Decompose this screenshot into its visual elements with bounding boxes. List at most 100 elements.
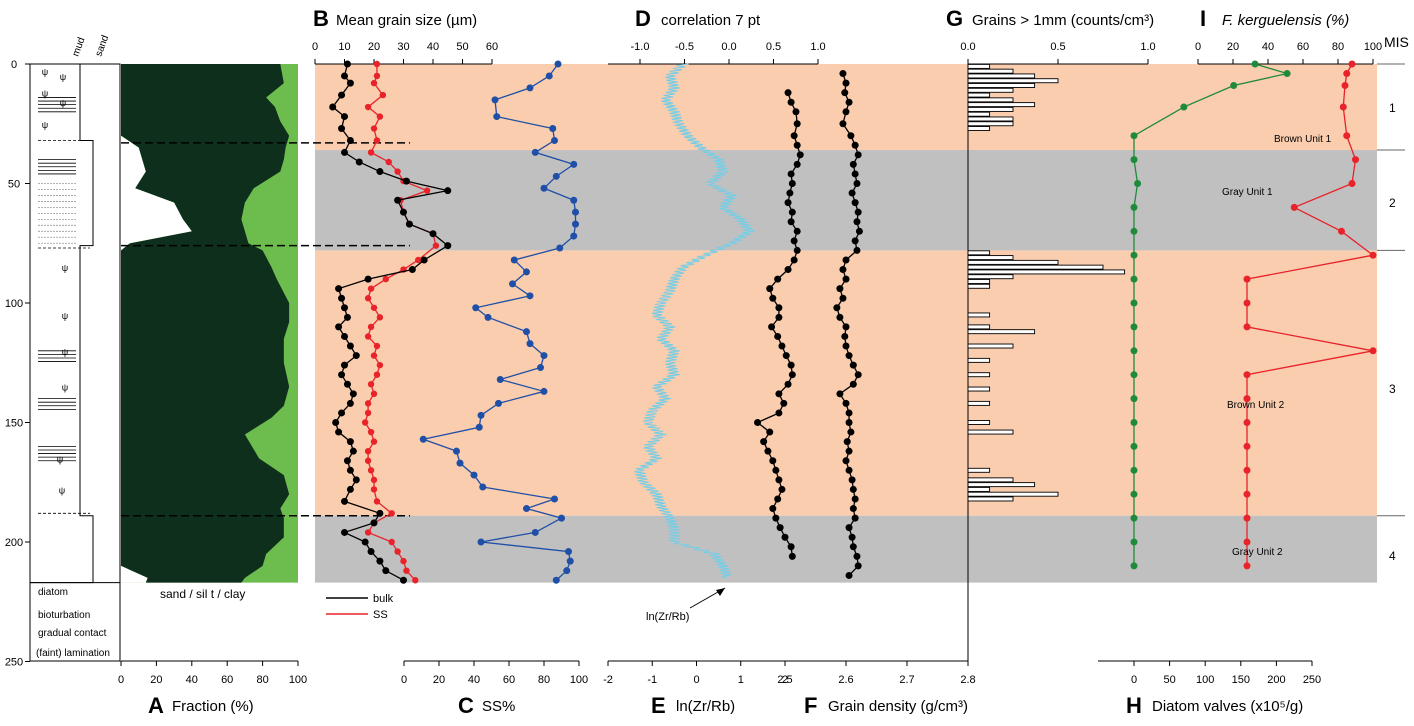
grain-density-core2-point [839, 70, 847, 78]
panel-a-tick-label: 100 [289, 674, 307, 686]
grain-density-core1-point [790, 256, 798, 264]
bulk-grain-size-point [364, 275, 372, 283]
bulk-grain-size-point [352, 352, 360, 360]
ss-percent-point [496, 375, 504, 383]
panel-a-tick-label: 80 [256, 674, 268, 686]
ss-percent-point [523, 505, 530, 513]
grain-bar [967, 106, 1014, 112]
ss-grain-size-point [379, 91, 387, 99]
grain-bar [967, 269, 1126, 275]
bulk-grain-size-point [338, 125, 346, 133]
ss-percent-point [526, 84, 534, 92]
panel-c-tick-label: 80 [538, 674, 550, 686]
ss-grain-size-point [370, 390, 378, 398]
legend-lamination: (faint) lamination [36, 648, 110, 659]
lithology-profile [30, 64, 94, 584]
ss-percent-point [549, 125, 557, 133]
burrow-icon: ψ [57, 454, 63, 464]
grain-density-core2-point [842, 323, 850, 331]
grain-density-core1-point [793, 141, 801, 149]
grain-density-core2-point [836, 390, 844, 398]
ss-percent-point [556, 244, 564, 252]
grain-bar [967, 274, 1014, 280]
panel-e-tick-label: -2 [603, 674, 613, 686]
grain-density-core1-point [769, 505, 777, 513]
panel-d-tick-label: -0.5 [675, 41, 694, 53]
panel-letter-d: D [635, 6, 651, 31]
grain-density-core2-point [845, 419, 853, 426]
kerguelensis-point [1243, 466, 1251, 474]
panel-g-tick-label: 1.0 [1140, 41, 1155, 53]
ss-grain-size-point [364, 103, 372, 111]
bulk-grain-size-point [341, 113, 348, 121]
ss-grain-size-point [385, 158, 392, 166]
panel-a-tick-label: 40 [186, 674, 198, 686]
ss-grain-size-point [370, 79, 378, 87]
mud-area [121, 64, 290, 583]
diatom-valves-point [1130, 490, 1138, 498]
ss-grain-size-point [394, 168, 401, 175]
ss-percent-point [477, 538, 485, 546]
grain-density-core1-point [772, 466, 780, 474]
bulk-grain-size-point [343, 60, 351, 68]
grain-bar [967, 121, 1014, 127]
bulk-grain-size-point [444, 242, 452, 250]
grain-density-core2-point [842, 108, 850, 116]
bulk-grain-size-point [346, 79, 354, 87]
grain-density-core2-point [851, 141, 859, 149]
grain-density-core1-point [769, 294, 777, 302]
bulk-grain-size-point [367, 548, 375, 556]
bulk-grain-size-point [402, 177, 410, 185]
kerguelensis-point [1343, 70, 1351, 78]
grain-bar [967, 283, 991, 289]
diatom-valves-point [1130, 442, 1138, 450]
grain-density-core1-point [788, 180, 796, 187]
bulk-grain-size-point [361, 538, 369, 546]
grain-density-core2-point [853, 180, 861, 187]
panel-f-xlabel: Grain density (g/cm³) [828, 698, 968, 715]
mis-label-4: 4 [1389, 549, 1396, 563]
kerguelensis-point [1243, 490, 1251, 498]
grain-bar [967, 78, 1059, 84]
ss-percent-point [565, 548, 572, 556]
grain-bar [967, 372, 991, 378]
grain-bar [967, 92, 991, 98]
burrow-icon: ψ [60, 98, 66, 108]
panel-letter-i: I [1200, 6, 1206, 31]
grain-density-core1-point [764, 447, 772, 455]
unit-band [315, 515, 1377, 583]
diatom-valves-point [1130, 132, 1138, 140]
legend-gradual-contact: gradual contact [38, 628, 107, 639]
kerguelensis-point [1243, 538, 1251, 546]
grain-density-core1-point [793, 120, 801, 128]
grain-density-core1-point [781, 533, 789, 541]
ss-percent-point [540, 352, 548, 360]
panel-d-tick-label: 1.0 [810, 41, 825, 53]
grain-density-core1-point [787, 361, 795, 369]
grain-bar [967, 400, 991, 406]
kerguelensis-point [1243, 323, 1251, 331]
annotation-arrow-head [716, 588, 725, 596]
ss-grain-size-point [376, 361, 384, 369]
ss-grain-size-point [364, 529, 372, 536]
panel-letter-f: F [804, 693, 817, 718]
grain-density-core1-point [790, 132, 798, 140]
panel-g-title: Grains > 1mm (counts/cm³) [972, 12, 1154, 29]
bulk-grain-size-point [335, 428, 343, 436]
grain-density-core1-point [778, 485, 786, 493]
ss-grain-size-point [364, 295, 372, 302]
grain-bar [967, 486, 991, 492]
grain-density-core1-point [754, 419, 762, 426]
grain-density-core2-point [849, 361, 857, 369]
panel-e-tick-label: 0 [693, 674, 699, 686]
depth-tick-label: 50 [8, 179, 20, 191]
grain-density-core2-point [848, 533, 856, 541]
ss-percent-point [509, 280, 516, 288]
panel-h-tick-label: 200 [1267, 674, 1285, 686]
panel-f-tick-label: 2.6 [838, 674, 853, 686]
grain-density-core2-point [841, 89, 849, 97]
grain-bar [967, 255, 1014, 261]
grain-density-core2-point [845, 524, 853, 532]
bulk-grain-size-point [341, 148, 348, 156]
grain-density-core2-point [851, 199, 859, 207]
